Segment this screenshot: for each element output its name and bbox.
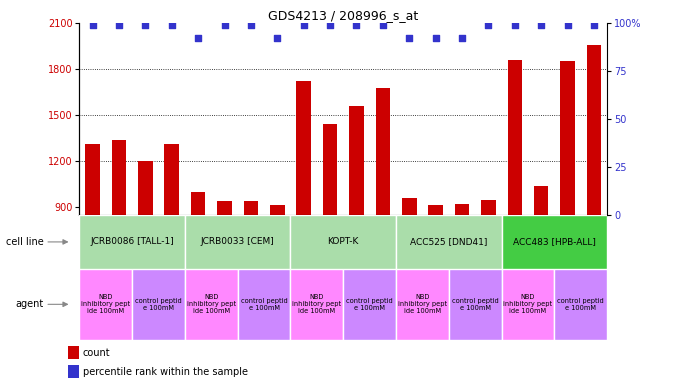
Point xyxy=(87,22,98,28)
Bar xyxy=(79,269,132,340)
Text: GSM542401: GSM542401 xyxy=(459,215,465,257)
Bar xyxy=(244,201,258,215)
Point xyxy=(483,22,494,28)
Point xyxy=(298,22,309,28)
Bar xyxy=(191,192,206,215)
Text: NBD
inhibitory pept
ide 100mM: NBD inhibitory pept ide 100mM xyxy=(187,294,236,314)
Bar xyxy=(560,61,575,215)
Bar xyxy=(164,144,179,215)
Text: GSM518496: GSM518496 xyxy=(90,215,95,258)
Bar xyxy=(428,205,443,215)
Text: GSM518497: GSM518497 xyxy=(116,215,122,258)
Text: JCRB0086 [TALL-1]: JCRB0086 [TALL-1] xyxy=(90,237,174,247)
Text: KOPT-K: KOPT-K xyxy=(328,237,359,247)
Bar xyxy=(455,204,469,215)
Text: control peptid
e 100mM: control peptid e 100mM xyxy=(452,298,499,311)
Text: ACC483 [HPB-ALL]: ACC483 [HPB-ALL] xyxy=(513,237,596,247)
Text: GSM542398: GSM542398 xyxy=(380,215,386,257)
Text: GSM542396: GSM542396 xyxy=(221,215,228,257)
Text: GSM542400: GSM542400 xyxy=(327,215,333,257)
Bar xyxy=(132,269,185,340)
Title: GDS4213 / 208996_s_at: GDS4213 / 208996_s_at xyxy=(268,9,418,22)
Bar xyxy=(586,45,601,215)
Point xyxy=(589,22,600,28)
Point xyxy=(404,35,415,41)
Bar xyxy=(502,215,607,269)
Text: GSM518494: GSM518494 xyxy=(142,215,148,257)
Text: JCRB0033 [CEM]: JCRB0033 [CEM] xyxy=(201,237,275,247)
Bar xyxy=(502,269,555,340)
Text: GSM542393: GSM542393 xyxy=(248,215,254,257)
Text: ACC525 [DND41]: ACC525 [DND41] xyxy=(410,237,488,247)
Bar xyxy=(270,205,284,215)
Text: cell line: cell line xyxy=(6,237,43,247)
Text: GSM542408: GSM542408 xyxy=(538,215,544,257)
Text: NBD
inhibitory pept
ide 100mM: NBD inhibitory pept ide 100mM xyxy=(398,294,447,314)
Text: GSM542403: GSM542403 xyxy=(406,215,412,257)
Point xyxy=(193,35,204,41)
Bar xyxy=(138,161,152,215)
Text: control peptid
e 100mM: control peptid e 100mM xyxy=(135,298,182,311)
Point xyxy=(535,22,546,28)
Point xyxy=(377,22,388,28)
Bar xyxy=(217,201,232,215)
Bar xyxy=(185,215,290,269)
Bar xyxy=(79,215,185,269)
Bar xyxy=(375,88,390,215)
Bar xyxy=(344,269,396,340)
Text: GSM518495: GSM518495 xyxy=(169,215,175,257)
Bar xyxy=(396,269,449,340)
Bar xyxy=(481,200,495,215)
Text: GSM542404: GSM542404 xyxy=(433,215,439,257)
Bar xyxy=(112,140,126,215)
Bar xyxy=(237,269,290,340)
Text: count: count xyxy=(83,348,110,358)
Bar xyxy=(396,215,502,269)
Bar xyxy=(449,269,502,340)
Bar xyxy=(297,81,311,215)
Bar xyxy=(68,365,79,378)
Point xyxy=(509,22,520,28)
Point xyxy=(166,22,177,28)
Point xyxy=(457,35,468,41)
Text: NBD
inhibitory pept
ide 100mM: NBD inhibitory pept ide 100mM xyxy=(504,294,553,314)
Bar xyxy=(323,124,337,215)
Text: GSM542399: GSM542399 xyxy=(301,215,306,257)
Point xyxy=(140,22,151,28)
Text: GSM542406: GSM542406 xyxy=(591,215,597,257)
Point xyxy=(246,22,257,28)
Text: GSM542395: GSM542395 xyxy=(195,215,201,257)
Text: GSM542397: GSM542397 xyxy=(353,215,359,257)
Bar xyxy=(555,269,607,340)
Text: control peptid
e 100mM: control peptid e 100mM xyxy=(558,298,604,311)
Text: control peptid
e 100mM: control peptid e 100mM xyxy=(346,298,393,311)
Text: NBD
inhibitory pept
ide 100mM: NBD inhibitory pept ide 100mM xyxy=(81,294,130,314)
Bar xyxy=(349,106,364,215)
Bar xyxy=(86,144,100,215)
Bar xyxy=(508,60,522,215)
Bar xyxy=(185,269,237,340)
Point xyxy=(113,22,124,28)
Point xyxy=(219,22,230,28)
Text: agent: agent xyxy=(15,299,43,310)
Point xyxy=(324,22,335,28)
Bar xyxy=(290,215,396,269)
Bar xyxy=(534,186,549,215)
Text: GSM542394: GSM542394 xyxy=(275,215,280,257)
Point xyxy=(562,22,573,28)
Text: GSM542407: GSM542407 xyxy=(512,215,518,257)
Text: GSM542405: GSM542405 xyxy=(564,215,571,257)
Bar xyxy=(402,198,417,215)
Text: NBD
inhibitory pept
ide 100mM: NBD inhibitory pept ide 100mM xyxy=(293,294,342,314)
Bar xyxy=(290,269,344,340)
Point xyxy=(430,35,441,41)
Text: percentile rank within the sample: percentile rank within the sample xyxy=(83,367,248,377)
Point xyxy=(351,22,362,28)
Text: control peptid
e 100mM: control peptid e 100mM xyxy=(241,298,288,311)
Text: GSM542402: GSM542402 xyxy=(486,215,491,257)
Point xyxy=(272,35,283,41)
Bar xyxy=(68,346,79,359)
